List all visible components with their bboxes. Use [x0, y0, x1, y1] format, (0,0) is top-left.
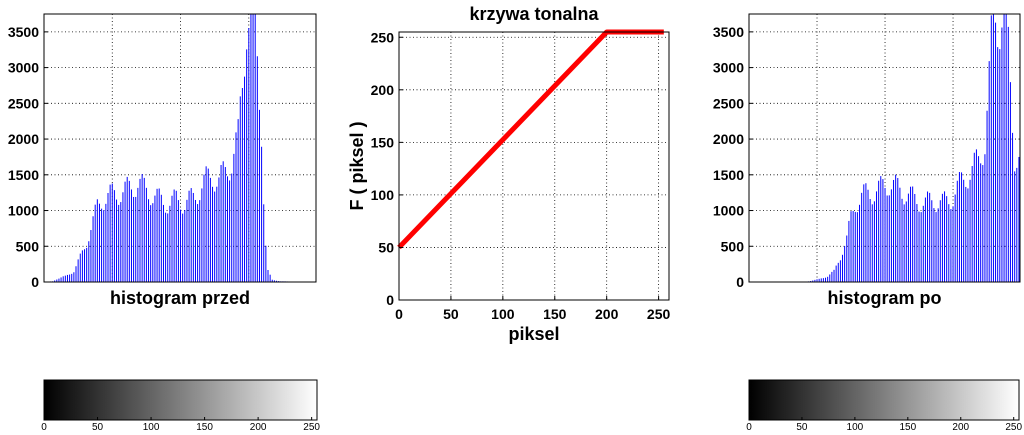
- y-tick-label: 2500: [8, 95, 39, 111]
- colorbar-gradient: [748, 379, 1020, 421]
- histogram-bars: [803, 14, 1020, 282]
- tone-curve-chart: 0 50 100 150 200 250 0 50 100 150 200 250 krzywa ton…: [347, 4, 671, 344]
- y-tick-label: 2500: [713, 95, 744, 111]
- x-tick-label: 200: [595, 306, 619, 322]
- y-tick-label: 1500: [713, 167, 744, 183]
- y-tick-label: 50: [378, 239, 394, 255]
- y-tick-label: 0: [386, 292, 394, 308]
- y-tick-label: 1000: [713, 203, 744, 219]
- x-tick-label: 250: [647, 306, 671, 322]
- colorbar-tick-label: 0: [41, 422, 47, 433]
- y-tick-label: 1500: [8, 167, 39, 183]
- x-tick-label: 50: [443, 306, 459, 322]
- colorbar-tick-label: 50: [92, 422, 104, 433]
- colorbar-tick-label: 200: [952, 422, 969, 433]
- y-tick-label: 500: [721, 238, 745, 254]
- colorbar-tick-label: 250: [303, 422, 320, 433]
- colorbar-tick-label: 100: [847, 422, 864, 433]
- y-tick-label: 0: [736, 274, 744, 290]
- y-tick-label: 1000: [8, 203, 39, 219]
- y-axis-label: F ( piksel ): [347, 121, 367, 210]
- axes-box: [398, 31, 670, 301]
- colorbar-tick-label: 150: [196, 422, 213, 433]
- x-axis-label: piksel: [508, 324, 559, 344]
- y-tick-label: 2000: [8, 131, 39, 147]
- colorbar-tick-label: 0: [746, 422, 752, 433]
- x-tick-label: 0: [395, 306, 403, 322]
- histogram-label: histogram po: [827, 288, 941, 308]
- colorbar-right: 0 50 100 150 200 250: [746, 379, 1022, 433]
- y-tick-label: 250: [371, 29, 395, 45]
- axes-box: [748, 13, 1021, 283]
- axes-box: [43, 13, 317, 283]
- colorbar-tick-label: 200: [250, 422, 267, 433]
- y-tick-label: 0: [31, 274, 39, 290]
- histogram-after-chart: 0 500 1000 1500 2000 2500 3000 3500 histogram po: [713, 13, 1021, 308]
- plot-area: [399, 32, 669, 300]
- y-tick-label: 3000: [713, 60, 744, 76]
- colorbar-tick-label: 100: [143, 422, 160, 433]
- y-tick-label: 150: [371, 134, 395, 150]
- plot-area: [749, 14, 1020, 282]
- histogram-before-chart: 0 500 1000 1500 2000 2500 3000 3500 histogram pr…: [8, 13, 317, 308]
- histogram-bars: [45, 14, 316, 282]
- y-tick-label: 500: [16, 238, 40, 254]
- x-tick-label: 100: [491, 306, 515, 322]
- y-tick-label: 200: [371, 82, 395, 98]
- y-tick-label: 2000: [713, 131, 744, 147]
- y-tick-label: 3000: [8, 60, 39, 76]
- y-tick-label: 3500: [713, 24, 744, 40]
- colorbar-tick-label: 50: [796, 422, 808, 433]
- y-tick-label: 3500: [8, 24, 39, 40]
- x-tick-label: 150: [543, 306, 567, 322]
- plot-area: [44, 14, 316, 282]
- colorbar-gradient: [43, 379, 318, 421]
- chart-title: krzywa tonalna: [469, 4, 599, 24]
- colorbar-left: 0 50 100 150 200 250: [41, 379, 320, 433]
- colorbar-tick-label: 150: [899, 422, 916, 433]
- histogram-label: histogram przed: [110, 288, 250, 308]
- y-tick-label: 100: [371, 187, 395, 203]
- colorbar-tick-label: 250: [1005, 422, 1022, 433]
